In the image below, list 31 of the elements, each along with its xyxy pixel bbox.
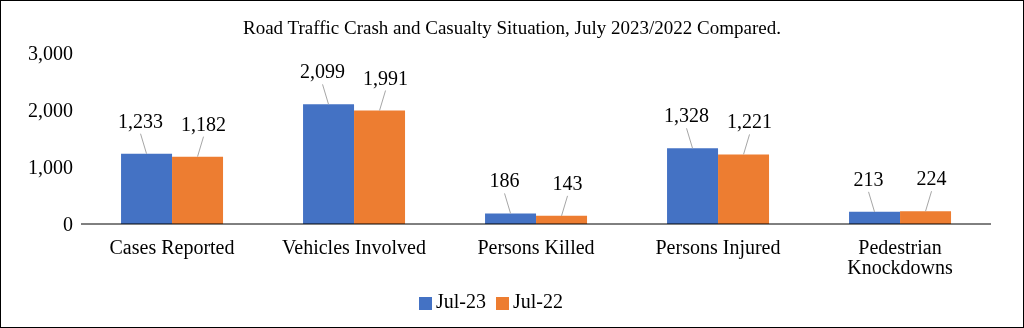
- data-label: 1,182: [181, 112, 227, 135]
- chart-title: Road Traffic Crash and Casualty Situation, July 2023/2022 Compared.: [243, 17, 781, 38]
- legend-label: Jul-23: [436, 290, 486, 312]
- y-tick-label: 2,000: [28, 99, 73, 122]
- y-tick-label: 0: [63, 213, 73, 236]
- x-tick-label: Pedestrian Knockdowns: [847, 236, 953, 279]
- data-label: 224: [916, 167, 947, 190]
- bar: [354, 110, 406, 224]
- data-label: 186: [489, 169, 520, 192]
- x-tick-label: Vehicles Involved: [282, 236, 426, 259]
- data-label: 213: [853, 167, 884, 190]
- bar: [667, 148, 719, 224]
- data-label: 1,221: [727, 110, 773, 133]
- legend-label: Jul-22: [513, 290, 563, 312]
- bar: [485, 213, 537, 224]
- x-tick-label: Persons Injured: [655, 236, 781, 260]
- bar: [303, 104, 355, 224]
- bar: [172, 156, 224, 224]
- bar: [718, 154, 770, 224]
- data-label: 2,099: [300, 60, 346, 83]
- x-tick-label: Persons Killed: [477, 236, 595, 259]
- data-label: 1,991: [363, 66, 409, 89]
- y-tick-label: 3,000: [28, 42, 73, 65]
- y-tick-label: 1,000: [28, 156, 73, 179]
- data-label: 1,233: [118, 109, 164, 132]
- bar: [900, 211, 952, 224]
- data-label: 143: [552, 171, 583, 194]
- bar: [849, 211, 901, 224]
- x-tick-label: Cases Reported: [109, 236, 235, 260]
- data-label: 1,328: [664, 104, 710, 127]
- bar: [121, 153, 173, 224]
